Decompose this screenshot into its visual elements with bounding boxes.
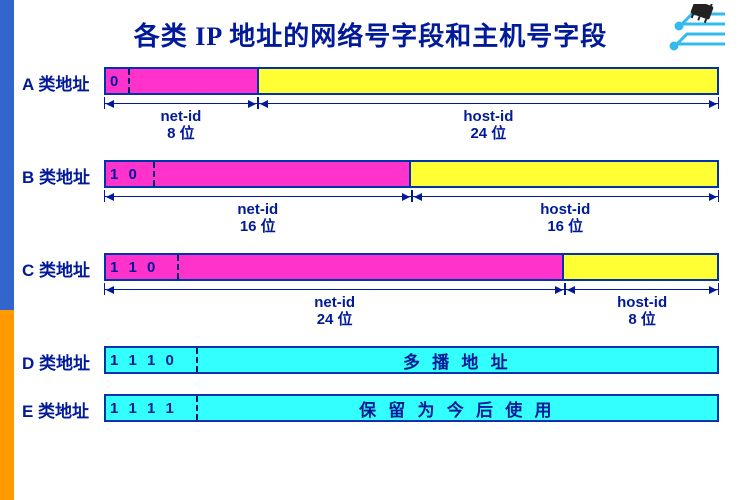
- bar-segment: [411, 162, 717, 186]
- bar-wrap: 0net-id8 位host-id24 位: [104, 67, 719, 142]
- class-label: D 类地址: [22, 346, 104, 374]
- address-bar: 0: [104, 67, 719, 95]
- address-bar: 1 1 0: [104, 253, 719, 281]
- address-bar: 1 1 1 0 多 播 地 址: [104, 346, 719, 374]
- slide-content: 各类 IP 地址的网络号字段和主机号字段 A 类地址0net-id8 位host…: [14, 0, 737, 500]
- bar-segment: [259, 69, 717, 93]
- bar-wrap: 1 0net-id16 位host-id16 位: [104, 160, 719, 235]
- address-class-row: D 类地址1 1 1 0 多 播 地 址: [22, 346, 719, 374]
- dimension-label-bits: 16 位: [240, 219, 276, 236]
- dimension: net-id8 位: [104, 97, 258, 142]
- dimension-label-name: net-id: [237, 202, 278, 219]
- bar-segment: [130, 69, 258, 93]
- bar-wrap: 1 1 1 0 多 播 地 址: [104, 346, 719, 374]
- dimension-label-name: net-id: [160, 109, 201, 126]
- bar-segment: 多 播 地 址: [198, 348, 717, 372]
- prefix-bits-segment: 1 1 1 0: [106, 348, 198, 372]
- dimension-row: net-id24 位host-id8 位: [104, 283, 719, 328]
- dimension-row: net-id16 位host-id16 位: [104, 190, 719, 235]
- dimension-row: net-id8 位host-id24 位: [104, 97, 719, 142]
- dimension: host-id16 位: [412, 190, 720, 235]
- class-label: B 类地址: [22, 160, 104, 188]
- bar-segment: 保 留 为 今 后 使 用: [198, 396, 717, 420]
- dimension: net-id24 位: [104, 283, 565, 328]
- bar-wrap: 1 1 0net-id24 位host-id8 位: [104, 253, 719, 328]
- dimension-bracket: [104, 97, 258, 109]
- address-class-row: A 类地址0net-id8 位host-id24 位: [22, 67, 719, 142]
- prefix-bits-segment: 1 1 1 1: [106, 396, 198, 420]
- dimension: net-id16 位: [104, 190, 412, 235]
- address-bar: 1 0: [104, 160, 719, 188]
- bar-segment: [564, 255, 717, 279]
- address-class-row: E 类地址1 1 1 1 保 留 为 今 后 使 用: [22, 394, 719, 422]
- dimension-bracket: [104, 283, 565, 295]
- segment-text: 保 留 为 今 后 使 用: [359, 396, 556, 421]
- segment-text: 多 播 地 址: [403, 348, 512, 373]
- class-label: A 类地址: [22, 67, 104, 95]
- address-class-row: C 类地址1 1 0net-id24 位host-id8 位: [22, 253, 719, 328]
- dimension-label-name: host-id: [540, 202, 590, 219]
- dimension-label-bits: 8 位: [167, 126, 195, 143]
- bar-segment: [179, 255, 564, 279]
- dimension-label-bits: 24 位: [470, 126, 506, 143]
- chip-decoration-icon: [637, 4, 727, 56]
- sidebar-accent-blue: [0, 0, 14, 310]
- dimension-bracket: [104, 190, 412, 202]
- address-bar: 1 1 1 1 保 留 为 今 后 使 用: [104, 394, 719, 422]
- bar-wrap: 1 1 1 1 保 留 为 今 后 使 用: [104, 394, 719, 422]
- dimension-label-name: host-id: [617, 295, 667, 312]
- prefix-bits-segment: 0: [106, 69, 130, 93]
- class-label: C 类地址: [22, 253, 104, 281]
- sidebar-accent-orange: [0, 310, 14, 500]
- dimension-label-name: host-id: [463, 109, 513, 126]
- bar-segment: [155, 162, 412, 186]
- dimension-label-bits: 16 位: [547, 219, 583, 236]
- prefix-bits-segment: 1 0: [106, 162, 155, 186]
- dimension-label-name: net-id: [314, 295, 355, 312]
- dimension-bracket: [258, 97, 719, 109]
- dimension-bracket: [565, 283, 719, 295]
- prefix-bits-segment: 1 1 0: [106, 255, 179, 279]
- dimension-label-bits: 24 位: [317, 312, 353, 329]
- dimension: host-id24 位: [258, 97, 719, 142]
- slide-title: 各类 IP 地址的网络号字段和主机号字段: [22, 16, 719, 53]
- address-class-rows: A 类地址0net-id8 位host-id24 位B 类地址1 0net-id…: [22, 67, 719, 422]
- dimension-bracket: [412, 190, 720, 202]
- address-class-row: B 类地址1 0net-id16 位host-id16 位: [22, 160, 719, 235]
- class-label: E 类地址: [22, 394, 104, 422]
- dimension-label-bits: 8 位: [628, 312, 656, 329]
- dimension: host-id8 位: [565, 283, 719, 328]
